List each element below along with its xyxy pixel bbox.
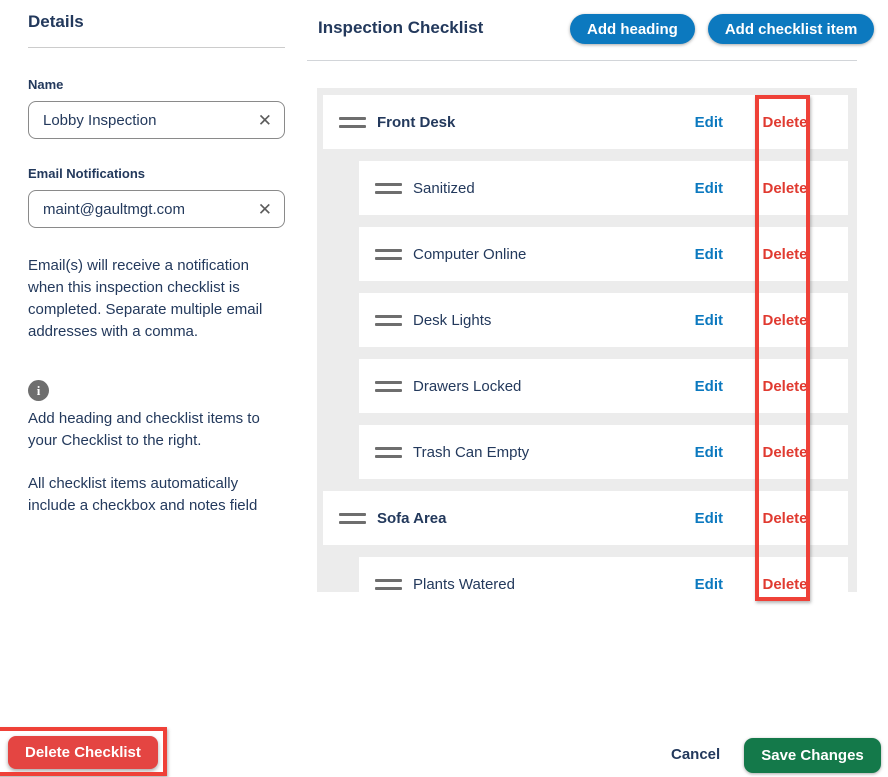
checklist-item-row: Computer Online Edit Delete [359, 227, 848, 281]
drag-handle-icon[interactable] [339, 512, 366, 524]
add-heading-button[interactable]: Add heading [570, 14, 695, 44]
checklist-item-row: Sanitized Edit Delete [359, 161, 848, 215]
checklist-rows: Front Desk Edit Delete Sanitized Edit Delete C… [317, 88, 857, 592]
checklist-item-row: Trash Can Empty Edit Delete [359, 425, 848, 479]
delete-link[interactable]: Delete [762, 179, 808, 197]
delete-link[interactable]: Delete [762, 113, 808, 131]
checklist-actions: Add heading Add checklist item [570, 14, 875, 44]
clear-name-icon[interactable]: ✕ [257, 110, 272, 130]
name-field-wrapper: ✕ [28, 101, 285, 139]
details-panel: Details Name ✕ Email Notifications ✕ Ema… [28, 12, 285, 517]
edit-link[interactable]: Edit [694, 311, 723, 329]
checklist-heading-row: Sofa Area Edit Delete [323, 491, 848, 545]
delete-link[interactable]: Delete [762, 377, 808, 395]
row-label: Drawers Locked [413, 377, 522, 395]
delete-link[interactable]: Delete [762, 509, 808, 527]
row-label: Front Desk [377, 113, 456, 131]
row-label: Plants Watered [413, 575, 515, 593]
drag-handle-icon[interactable] [375, 446, 402, 458]
name-label: Name [28, 77, 64, 92]
email-label: Email Notifications [28, 166, 146, 181]
checklist-title: Inspection Checklist [318, 18, 484, 37]
delete-checklist-button[interactable]: Delete Checklist [8, 736, 158, 769]
delete-link[interactable]: Delete [762, 443, 808, 461]
checklist-item-row: Plants Watered Edit Delete [359, 557, 848, 592]
email-input[interactable] [43, 200, 252, 218]
checklist-item-row: Desk Lights Edit Delete [359, 293, 848, 347]
edit-link[interactable]: Edit [694, 575, 723, 593]
drag-handle-icon[interactable] [375, 182, 402, 194]
cancel-button[interactable]: Cancel [671, 746, 721, 763]
drag-handle-icon[interactable] [375, 248, 402, 260]
row-label: Sofa Area [377, 509, 447, 527]
edit-link[interactable]: Edit [694, 245, 723, 263]
email-field-wrapper: ✕ [28, 190, 285, 228]
save-changes-button[interactable]: Save Changes [744, 738, 881, 773]
row-label: Desk Lights [413, 311, 492, 329]
drag-handle-icon[interactable] [339, 116, 366, 128]
delete-link[interactable]: Delete [762, 311, 808, 329]
info-icon: i [28, 380, 49, 401]
row-label: Trash Can Empty [413, 443, 530, 461]
details-divider [28, 47, 285, 48]
clear-email-icon[interactable]: ✕ [257, 199, 272, 219]
delete-link[interactable]: Delete [762, 575, 808, 593]
edit-link[interactable]: Edit [694, 179, 723, 197]
help-text-2: All checklist items automatically includ… [28, 475, 258, 514]
add-checklist-item-button[interactable]: Add checklist item [707, 14, 875, 44]
email-help-text: Email(s) will receive a notification whe… [28, 257, 263, 340]
edit-link[interactable]: Edit [694, 113, 723, 131]
checklist-heading-row: Front Desk Edit Delete [323, 95, 848, 149]
checklist-item-row: Drawers Locked Edit Delete [359, 359, 848, 413]
help-text-1: Add heading and checklist items to your … [28, 410, 260, 449]
name-input[interactable] [43, 111, 252, 129]
delete-link[interactable]: Delete [762, 245, 808, 263]
drag-handle-icon[interactable] [375, 578, 402, 590]
checklist-divider [307, 60, 857, 61]
drag-handle-icon[interactable] [375, 380, 402, 392]
drag-handle-icon[interactable] [375, 314, 402, 326]
edit-link[interactable]: Edit [694, 443, 723, 461]
row-label: Computer Online [413, 245, 527, 263]
row-label: Sanitized [413, 179, 475, 197]
edit-link[interactable]: Edit [694, 377, 723, 395]
edit-link[interactable]: Edit [694, 509, 723, 527]
details-title: Details [28, 12, 84, 31]
